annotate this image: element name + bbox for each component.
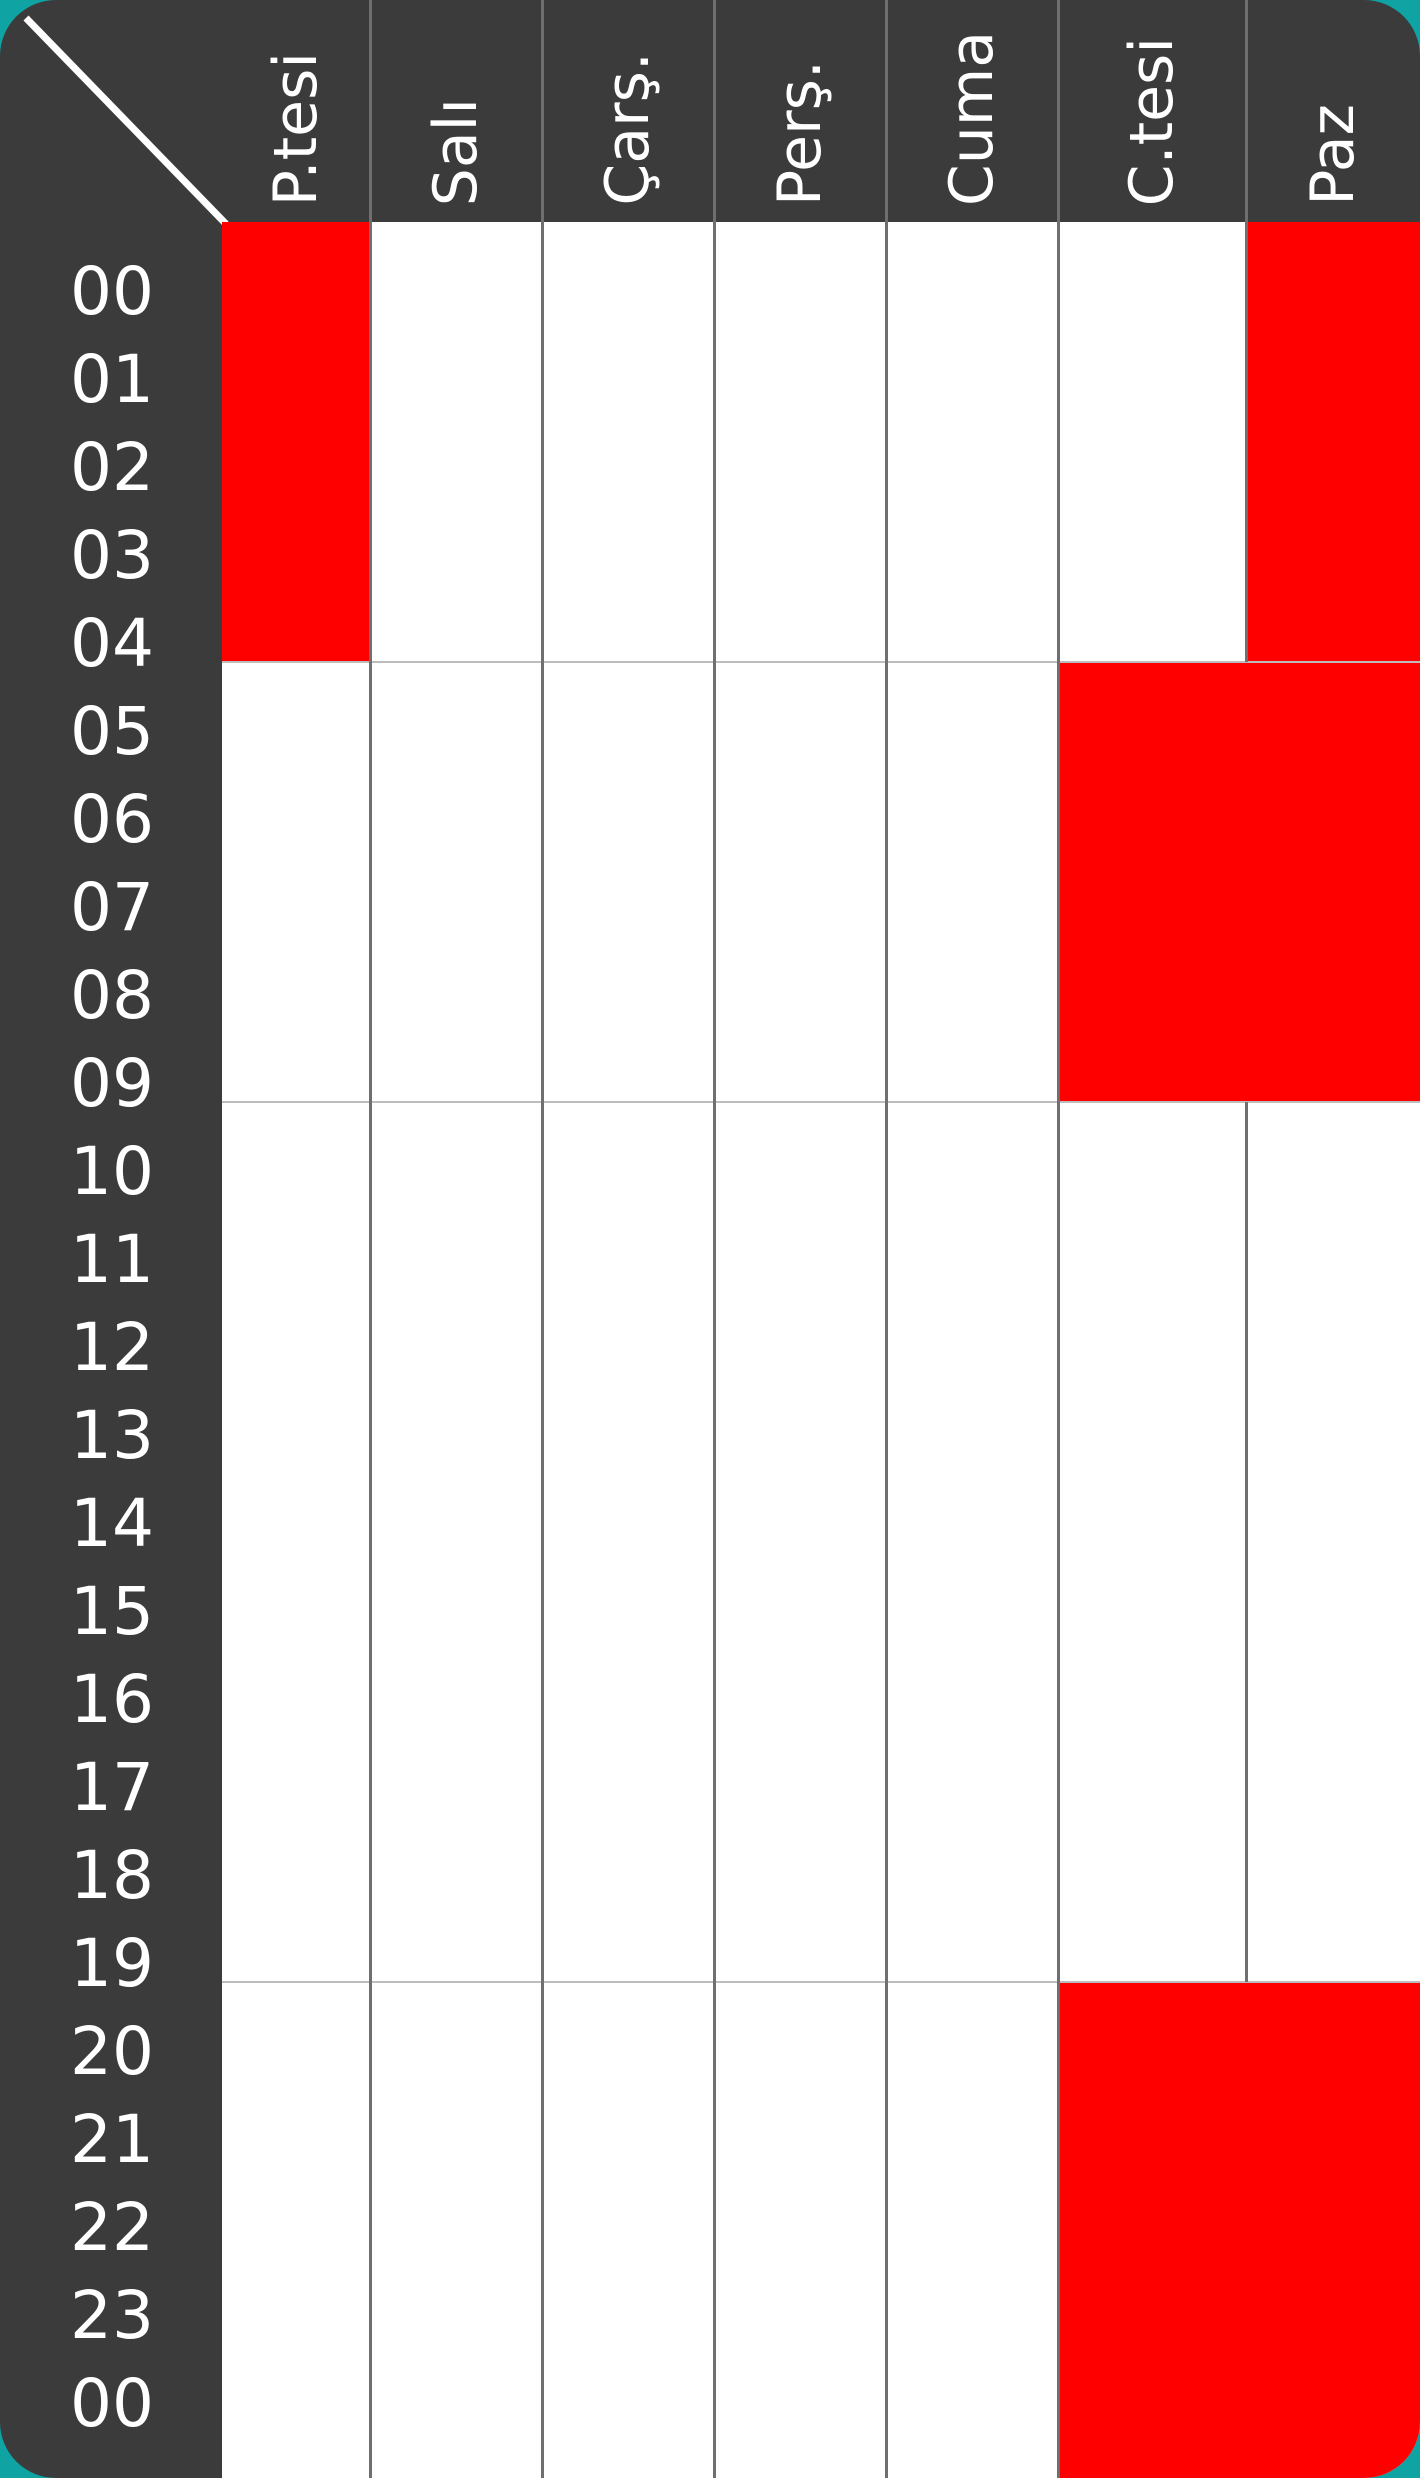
hour-label: 11 bbox=[70, 1221, 154, 1298]
hour-label: 18 bbox=[70, 1837, 154, 1914]
selected-block[interactable] bbox=[222, 222, 370, 662]
header-separator bbox=[541, 0, 544, 222]
column-separator bbox=[885, 222, 888, 2478]
header-separator bbox=[885, 0, 888, 222]
hour-label: 19 bbox=[70, 1925, 154, 2002]
hour-label: 02 bbox=[70, 429, 154, 506]
selected-block[interactable] bbox=[1246, 1982, 1420, 2478]
header-separator bbox=[1245, 0, 1248, 222]
hour-label: 09 bbox=[70, 1045, 154, 1122]
hour-label: 20 bbox=[70, 2013, 154, 2090]
row-separator bbox=[222, 661, 1420, 663]
day-header-2[interactable]: Çarş. bbox=[542, 0, 714, 222]
column-separator bbox=[1245, 1102, 1248, 1982]
hour-label: 22 bbox=[70, 2189, 154, 2266]
hour-label: 16 bbox=[70, 1661, 154, 1738]
day-label: C.tesi bbox=[1117, 36, 1187, 206]
header-separator bbox=[713, 0, 716, 222]
hour-label: 13 bbox=[70, 1397, 154, 1474]
header-separator bbox=[369, 0, 372, 222]
column-separator bbox=[1245, 222, 1248, 662]
day-label: Çarş. bbox=[593, 52, 663, 206]
day-header-0[interactable]: P.tesi bbox=[222, 0, 370, 222]
hour-label: 08 bbox=[70, 957, 154, 1034]
selected-block[interactable] bbox=[1058, 662, 1246, 1102]
selected-block[interactable] bbox=[1058, 1982, 1246, 2478]
day-label: Salı bbox=[421, 97, 491, 206]
day-label: Perş. bbox=[765, 60, 835, 206]
day-label: Paz bbox=[1298, 104, 1368, 206]
hour-label: 00 bbox=[70, 253, 154, 330]
day-header-5[interactable]: C.tesi bbox=[1058, 0, 1246, 222]
hour-label: 07 bbox=[70, 869, 154, 946]
hour-label: 06 bbox=[70, 781, 154, 858]
header-separator bbox=[1057, 0, 1060, 222]
hour-label: 15 bbox=[70, 1573, 154, 1650]
hour-label: 17 bbox=[70, 1749, 154, 1826]
hour-label: 21 bbox=[70, 2101, 154, 2178]
day-header-3[interactable]: Perş. bbox=[714, 0, 886, 222]
day-header-4[interactable]: Cuma bbox=[886, 0, 1058, 222]
corner-diagonal-icon bbox=[23, 15, 229, 227]
hour-label: 23 bbox=[70, 2277, 154, 2354]
hour-label: 12 bbox=[70, 1309, 154, 1386]
hour-label: 05 bbox=[70, 693, 154, 770]
column-separator bbox=[369, 222, 372, 2478]
row-separator bbox=[222, 1101, 1420, 1103]
column-separator bbox=[1057, 222, 1060, 2478]
hour-label: 14 bbox=[70, 1485, 154, 1562]
column-separator bbox=[541, 222, 544, 2478]
day-label: P.tesi bbox=[261, 51, 331, 206]
hour-label: 04 bbox=[70, 605, 154, 682]
hour-label: 03 bbox=[70, 517, 154, 594]
schedule-grid[interactable] bbox=[222, 222, 1420, 2478]
day-label: Cuma bbox=[937, 30, 1007, 206]
hour-label: 10 bbox=[70, 1133, 154, 1210]
column-separator bbox=[713, 222, 716, 2478]
hour-label: 01 bbox=[70, 341, 154, 418]
day-header-6[interactable]: Paz bbox=[1246, 0, 1420, 222]
row-separator bbox=[222, 1981, 1420, 1983]
hour-label: 00 bbox=[70, 2365, 154, 2442]
day-header-1[interactable]: Salı bbox=[370, 0, 542, 222]
